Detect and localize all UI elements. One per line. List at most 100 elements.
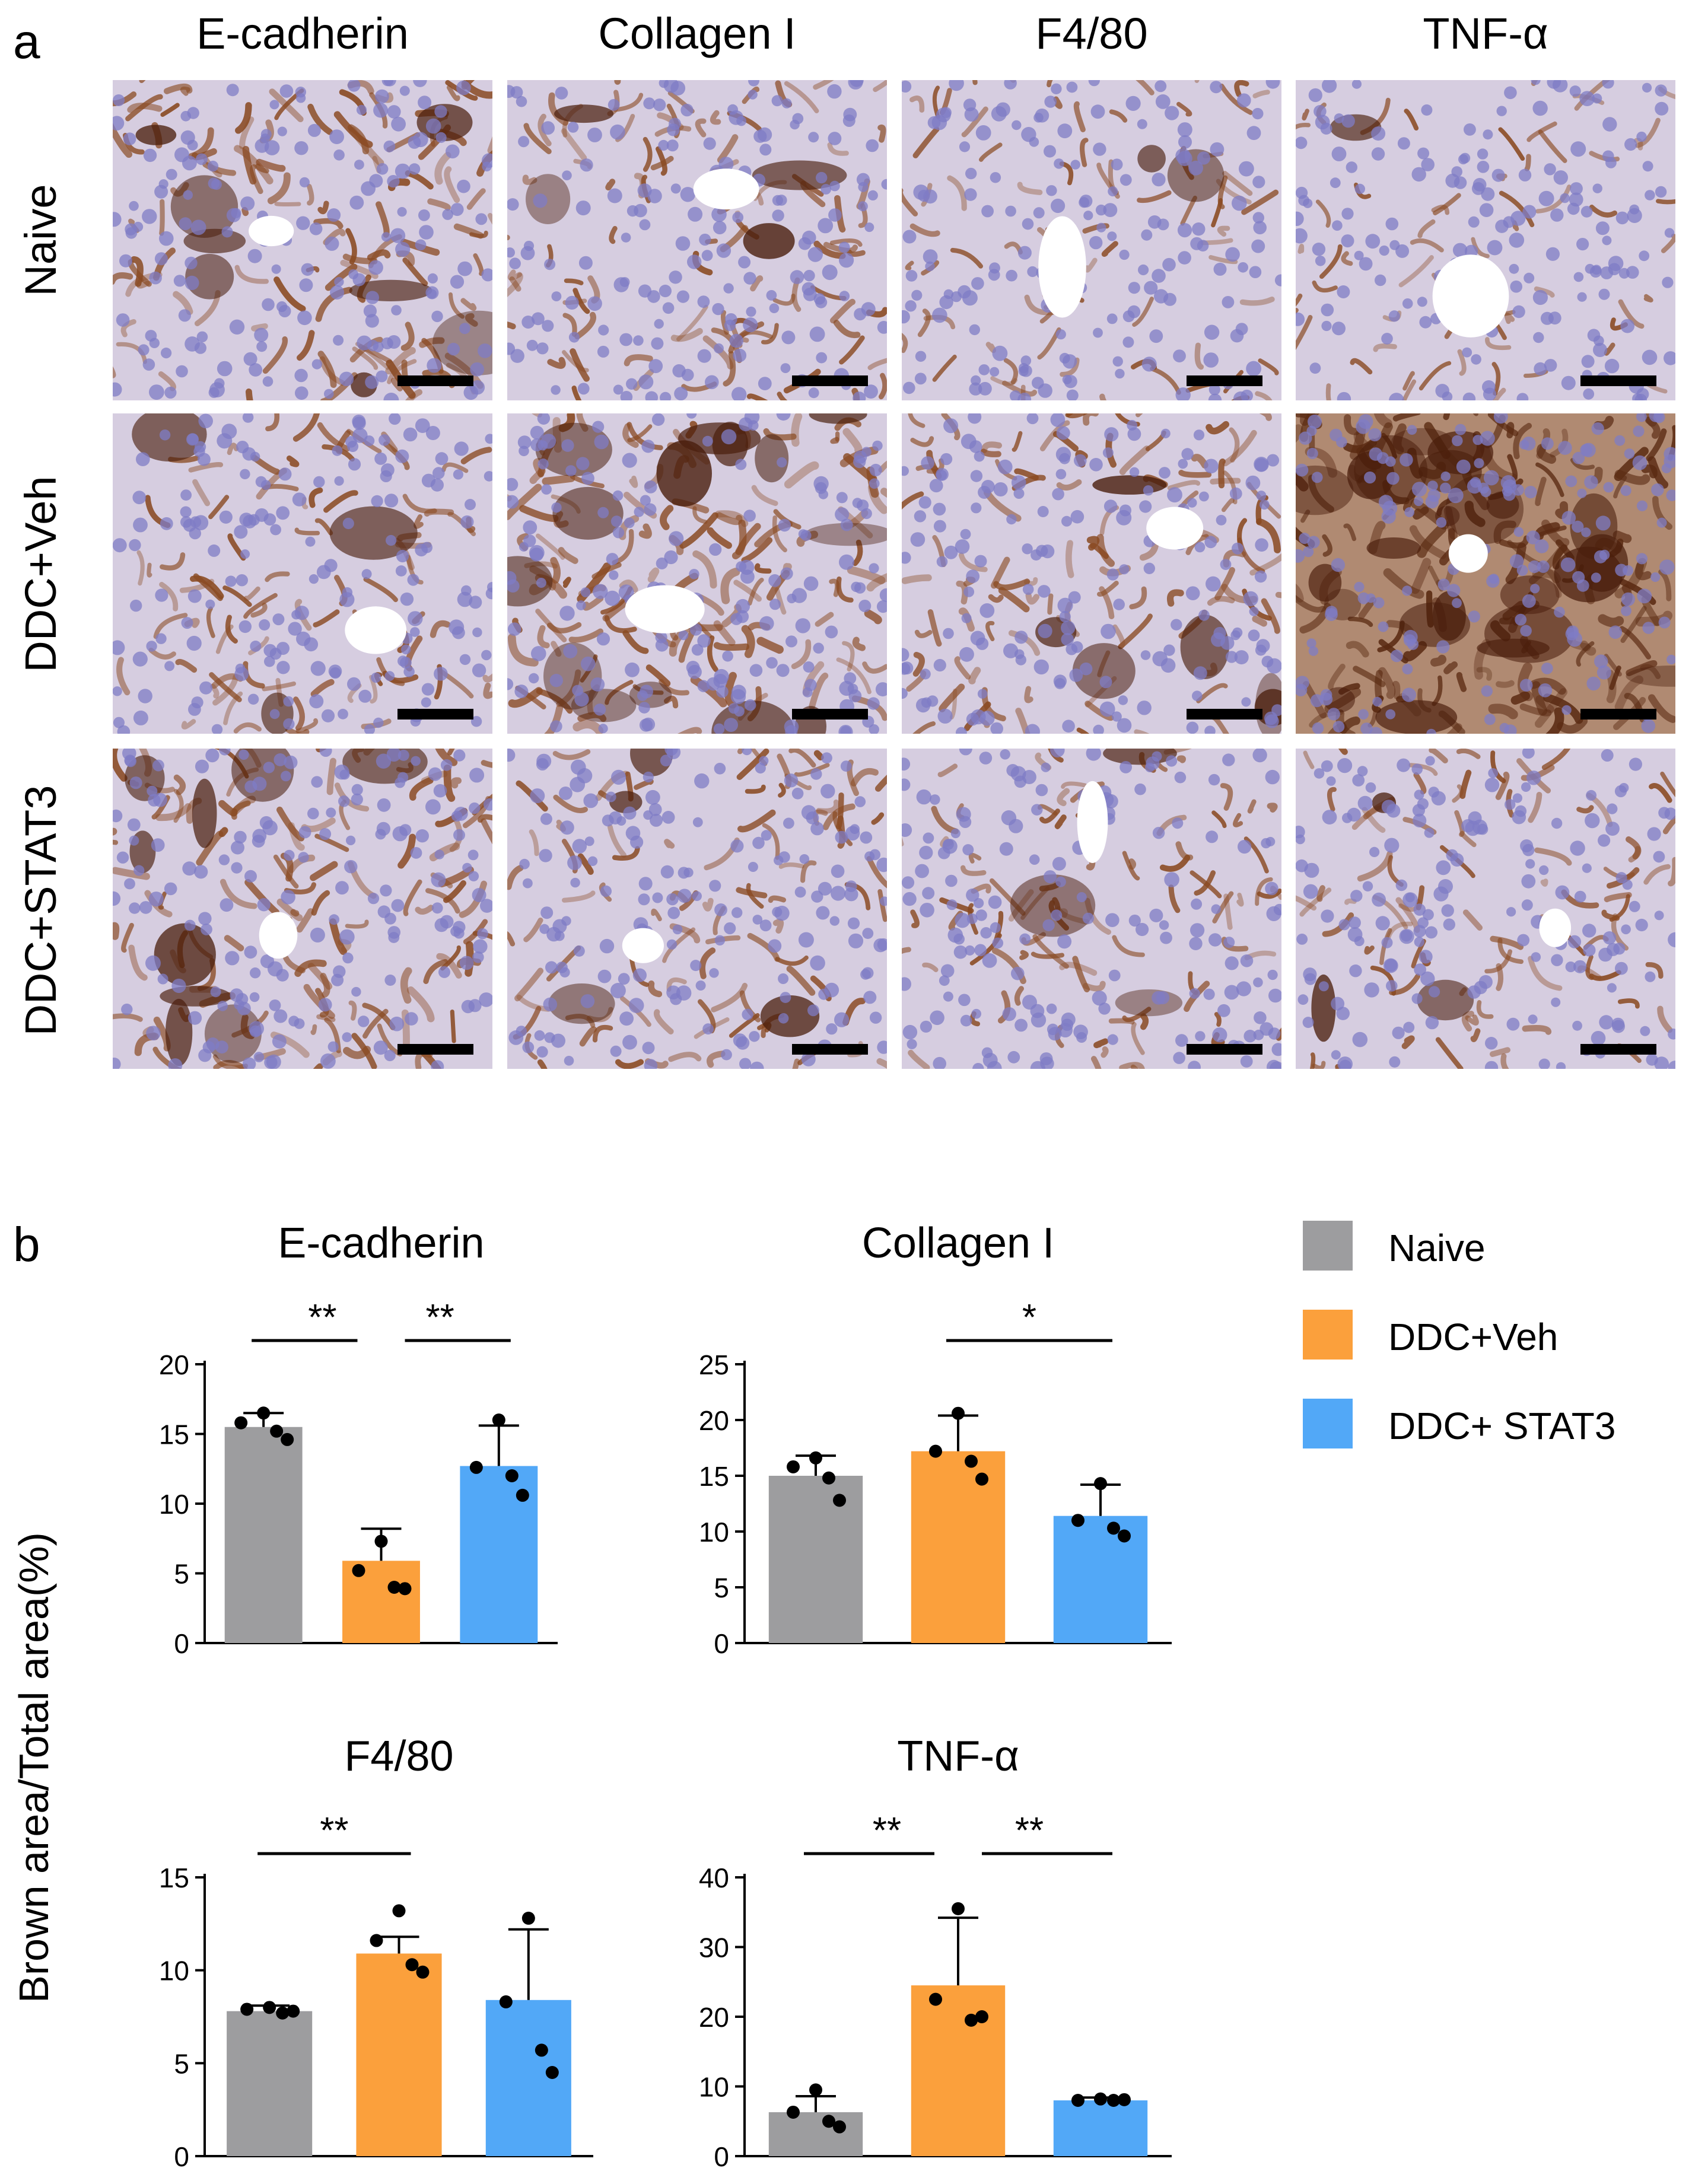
micrograph-1-4 (1296, 80, 1675, 400)
significance-label: ** (320, 1810, 348, 1851)
scale-bar (1187, 709, 1262, 719)
data-point (287, 2004, 300, 2018)
bar (1053, 2100, 1148, 2156)
data-point (833, 1494, 846, 1507)
y-tick-label: 0 (714, 2141, 729, 2172)
column-header-e-cadherin: E-cadherin (196, 9, 409, 58)
data-point (374, 1534, 388, 1548)
micrograph-2-1 (113, 413, 492, 734)
scale-bar (792, 375, 868, 386)
y-tick-label: 30 (699, 1933, 729, 1963)
micrograph-3-3 (902, 749, 1281, 1069)
data-point (975, 1472, 988, 1486)
column-header-f480: F4/80 (1035, 9, 1148, 58)
data-point (270, 1424, 284, 1438)
data-point (965, 1454, 978, 1468)
data-point (352, 1564, 365, 1577)
data-point (787, 1460, 800, 1473)
data-point (276, 2006, 290, 2020)
significance-label: ** (873, 1810, 901, 1851)
micrograph-1-1 (113, 80, 492, 400)
data-point (257, 1406, 271, 1420)
y-tick-label: 25 (699, 1349, 729, 1380)
micrograph-1-2 (507, 80, 887, 400)
data-point (822, 2115, 835, 2128)
data-point (833, 2120, 846, 2134)
y-tick-label: 5 (174, 1559, 189, 1590)
scale-bar (1580, 375, 1656, 386)
legend-swatch-naive (1303, 1221, 1353, 1271)
data-point (1094, 1477, 1107, 1491)
data-point (1071, 1514, 1084, 1527)
data-point (392, 1904, 406, 1918)
panel-b-letter: b (13, 1218, 40, 1272)
column-header-collagen-i: Collagen I (598, 9, 796, 58)
y-tick-label: 20 (699, 1405, 729, 1436)
data-point (281, 1432, 294, 1446)
data-point (499, 1995, 513, 2008)
chart-title: TNF-α (897, 1733, 1019, 1780)
legend-swatch-ddc-veh (1303, 1310, 1353, 1360)
data-point (1107, 2094, 1120, 2107)
data-point (1107, 1521, 1120, 1535)
data-point (1118, 2093, 1131, 2106)
y-tick-label: 10 (159, 1956, 189, 1986)
data-point (521, 1911, 535, 1925)
scale-bar (1187, 375, 1262, 386)
scale-bar (1580, 709, 1656, 719)
micrograph-2-2 (507, 413, 887, 734)
column-header-tnf-alpha: TNF-α (1423, 9, 1548, 58)
y-tick-label: 0 (174, 2141, 189, 2172)
scale-bar (1187, 1044, 1262, 1055)
y-tick-label: 40 (699, 1863, 729, 1893)
chart-title: F4/80 (344, 1733, 453, 1780)
bar (356, 1953, 442, 2156)
y-tick-label: 10 (699, 1517, 729, 1548)
data-point (1071, 2094, 1084, 2107)
legend-label-ddc-stat3: DDC+ STAT3 (1388, 1405, 1616, 1447)
micrograph-1-3 (902, 80, 1281, 400)
data-point (787, 2105, 800, 2119)
bar (768, 2112, 863, 2156)
y-tick-label: 0 (174, 1628, 189, 1659)
data-point (952, 1902, 965, 1915)
data-point (469, 1460, 483, 1474)
scale-bar (397, 375, 473, 386)
bar (1053, 1516, 1148, 1643)
micrograph-2-3 (902, 413, 1281, 734)
data-point (387, 1581, 401, 1594)
scale-bar (792, 1044, 868, 1055)
y-tick-label: 0 (714, 1628, 729, 1659)
significance-label: ** (426, 1297, 454, 1338)
data-point (822, 1471, 835, 1485)
data-point (398, 1582, 412, 1596)
data-point (240, 2002, 254, 2016)
data-point (535, 2043, 548, 2057)
y-tick-label: 10 (159, 1489, 189, 1520)
micrograph-3-4 (1296, 749, 1675, 1069)
data-point (975, 2010, 988, 2023)
y-tick-label: 5 (714, 1572, 729, 1603)
data-point (263, 2001, 276, 2014)
data-point (405, 1958, 419, 1972)
chart-title: E-cadherin (278, 1220, 484, 1267)
micrograph-3-1 (113, 749, 492, 1069)
data-point (929, 1444, 942, 1458)
y-tick-label: 15 (699, 1461, 729, 1492)
micrograph-2-4 (1296, 413, 1675, 734)
panel-a-letter: a (13, 15, 40, 69)
y-tick-label: 15 (159, 1419, 189, 1450)
y-tick-label: 10 (699, 2072, 729, 2103)
bar (227, 2011, 313, 2156)
data-point (516, 1488, 529, 1502)
bar (911, 1451, 1006, 1643)
data-point (1118, 1529, 1131, 1543)
data-point (416, 1965, 430, 1979)
scale-bar (792, 709, 868, 719)
significance-label: ** (1015, 1810, 1044, 1851)
scale-bar (1580, 1044, 1656, 1055)
data-point (1094, 2092, 1107, 2106)
significance-label: * (1022, 1297, 1036, 1338)
data-point (809, 2083, 822, 2097)
